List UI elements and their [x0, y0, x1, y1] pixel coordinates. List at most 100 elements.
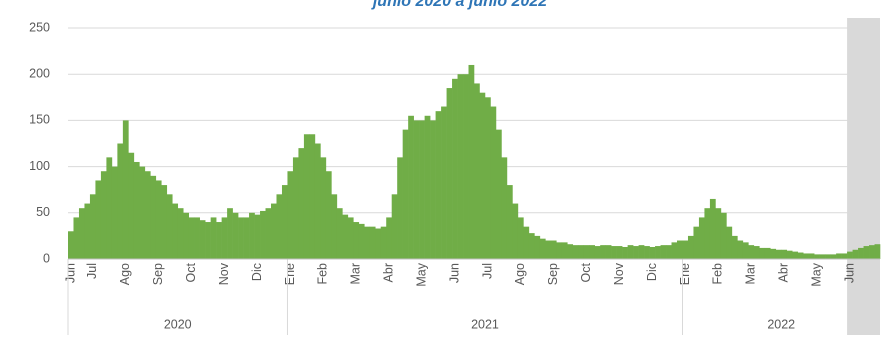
bar	[100, 171, 107, 259]
bar	[561, 242, 568, 259]
x-tick-label: Mar	[349, 263, 363, 285]
bar	[292, 157, 299, 259]
bar	[364, 226, 371, 259]
bar	[232, 212, 239, 259]
bar	[320, 157, 327, 259]
bar	[369, 226, 376, 259]
bar	[737, 240, 744, 259]
bar	[89, 194, 96, 259]
bar	[84, 203, 91, 259]
bar	[391, 194, 398, 259]
bar	[814, 254, 820, 259]
bar	[638, 245, 645, 259]
x-tick-label: Mar	[744, 263, 758, 285]
bar	[265, 208, 272, 259]
bar	[227, 208, 233, 259]
x-tick-label: Nov	[612, 262, 626, 285]
bar	[633, 246, 639, 259]
bar	[314, 143, 321, 259]
bar	[161, 185, 168, 259]
bar	[479, 92, 486, 260]
bar	[73, 217, 80, 259]
bar	[753, 246, 760, 259]
x-tick-label: Nov	[217, 262, 231, 285]
bar	[627, 245, 634, 259]
bar	[276, 194, 283, 259]
bar	[424, 115, 431, 259]
bar	[408, 115, 414, 259]
bar	[731, 235, 738, 259]
bar	[144, 171, 151, 259]
bar	[441, 106, 447, 259]
x-tick-label: Ago	[513, 263, 527, 285]
bar	[534, 235, 541, 259]
bar	[380, 226, 387, 259]
bar	[413, 120, 420, 260]
bar	[748, 245, 755, 259]
bar	[797, 252, 804, 259]
bar	[698, 217, 705, 259]
x-tick-label: Jun	[63, 263, 77, 283]
x-tick-label: Oct	[579, 262, 593, 282]
bar	[512, 203, 519, 259]
bar	[781, 249, 788, 259]
bar	[605, 245, 612, 259]
bar	[238, 217, 244, 259]
year-label: 2022	[767, 317, 795, 331]
bar	[836, 253, 842, 259]
bar	[852, 249, 859, 259]
bar	[128, 152, 135, 259]
x-tick-label: Jun	[447, 263, 461, 283]
bar	[386, 217, 393, 259]
bar	[484, 97, 491, 259]
y-tick-label: 250	[29, 20, 50, 34]
bar	[655, 246, 661, 259]
bar	[687, 235, 694, 259]
bar	[847, 251, 853, 259]
bar	[495, 129, 502, 259]
bar	[177, 208, 184, 259]
bar	[567, 244, 574, 259]
bar	[704, 208, 711, 259]
x-tick-label: Ene	[283, 263, 297, 285]
bar	[188, 217, 195, 259]
x-tick-label: Ago	[118, 263, 132, 285]
bar	[660, 245, 667, 259]
bar	[841, 253, 848, 259]
y-tick-label: 100	[29, 159, 50, 173]
x-tick-label: Dic	[250, 263, 264, 281]
bar	[249, 212, 255, 259]
bar	[358, 223, 365, 259]
bar	[194, 217, 200, 259]
bar	[874, 244, 881, 259]
bar	[770, 248, 777, 259]
bar	[205, 222, 211, 259]
y-tick-label: 150	[29, 113, 50, 127]
bar	[858, 247, 864, 259]
x-tick-label: Jul	[85, 263, 99, 279]
bar	[649, 246, 656, 259]
y-tick-label: 200	[29, 66, 50, 80]
x-tick-label: Feb	[316, 263, 330, 285]
bar	[347, 217, 354, 259]
bar	[419, 120, 425, 260]
bar	[68, 231, 74, 259]
bar	[342, 214, 349, 259]
y-tick-label: 0	[43, 251, 50, 265]
bar	[671, 242, 678, 259]
x-tick-label: May	[414, 262, 428, 286]
bar	[594, 246, 601, 259]
bar	[517, 217, 524, 259]
bar	[803, 253, 809, 259]
bar	[490, 106, 497, 259]
bar	[106, 157, 113, 259]
x-tick-label: Abr	[382, 263, 396, 282]
bar	[281, 185, 288, 259]
bar	[808, 253, 815, 259]
bar	[216, 222, 222, 259]
bar	[583, 245, 590, 259]
bar	[155, 180, 162, 259]
bar	[682, 240, 689, 259]
bar	[523, 226, 530, 259]
bar	[210, 217, 217, 259]
